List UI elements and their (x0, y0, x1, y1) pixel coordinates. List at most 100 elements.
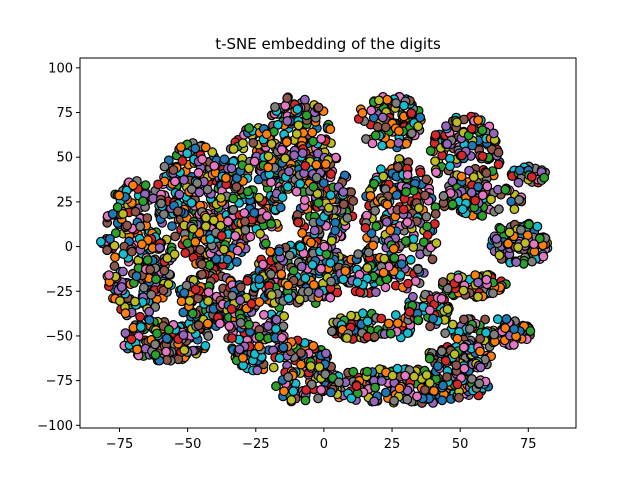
scatter-point-1558 (338, 186, 349, 197)
scatter-point-1008 (277, 332, 287, 343)
scatter-point-3046 (400, 370, 411, 381)
scatter-point-1750 (325, 292, 336, 303)
scatter-point-2435 (473, 115, 484, 126)
scatter-point-845 (187, 308, 198, 319)
scatter-point-1797 (313, 393, 324, 404)
scatter-point-2388 (456, 171, 467, 182)
scatter-point-843 (179, 288, 190, 298)
scatter-point-719 (150, 349, 161, 360)
scatter-point-2046 (357, 108, 368, 118)
scatter-point-1860 (278, 342, 289, 353)
scatter-point-1211 (249, 156, 260, 167)
scatter-point-2406 (493, 147, 504, 158)
scatter-point-1210 (220, 173, 231, 183)
scatter-point-1535 (293, 217, 304, 228)
scatter-point-722 (152, 328, 162, 339)
scatter-point-2519 (470, 195, 481, 206)
scatter-point-2438 (430, 130, 441, 140)
scatter-point-1002 (234, 344, 245, 355)
scatter-point-1862 (279, 386, 289, 397)
scatter-point-1707 (288, 265, 299, 276)
scatter-point-1373 (282, 116, 293, 126)
scatter-point-2367 (425, 145, 436, 156)
scatter-point-1212 (266, 177, 277, 188)
scatter-point-716 (179, 345, 190, 356)
scatter-point-3016 (376, 376, 387, 386)
scatter-points (95, 91, 553, 408)
scatter-point-2626 (495, 223, 506, 234)
scatter-point-3186 (428, 313, 439, 324)
scatter-point-3099 (424, 353, 435, 364)
scatter-point-231 (130, 296, 140, 307)
scatter-point-3265 (353, 249, 364, 260)
scatter-point-1402 (292, 104, 303, 115)
scatter-point-1859 (314, 362, 325, 373)
scatter-point-1385 (289, 150, 300, 161)
scatter-point-240 (102, 245, 112, 256)
scatter-point-978 (244, 319, 254, 330)
scatter-point-2243 (420, 190, 430, 201)
y-tick-label-6: 50 (56, 151, 73, 166)
scatter-point-555 (222, 254, 233, 265)
scatter-point-1405 (284, 166, 294, 177)
scatter-point-3124 (449, 349, 460, 360)
scatter-point-239 (138, 196, 148, 207)
scatter-point-3038 (412, 391, 423, 402)
scatter-point-3129 (475, 362, 486, 373)
scatter-point-3036 (452, 379, 463, 390)
scatter-point-225 (112, 202, 123, 213)
scatter-point-829 (178, 307, 189, 318)
scatter-point-1744 (319, 241, 330, 252)
scatter-point-1735 (309, 280, 319, 290)
scatter-point-3251 (371, 287, 381, 298)
scatter-point-3252 (338, 274, 349, 285)
scatter-point-3177 (408, 291, 418, 302)
scatter-point-433 (207, 147, 218, 158)
scatter-point-815 (193, 320, 204, 331)
scatter-point-579 (190, 236, 201, 247)
scatter-point-703 (161, 346, 172, 357)
scatter-point-2253 (398, 204, 409, 215)
scatter-point-968 (242, 275, 253, 286)
scatter-point-1191 (228, 193, 239, 204)
scatter-point-823 (202, 318, 213, 329)
scatter-point-2056 (393, 137, 404, 148)
scatter-point-449 (200, 142, 211, 153)
scatter-point-501 (180, 248, 191, 258)
scatter-point-1729 (316, 263, 326, 274)
scatter-point-251 (120, 308, 131, 319)
scatter-point-999 (254, 297, 265, 307)
scatter-point-844 (214, 318, 225, 329)
scatter-point-847 (190, 284, 201, 295)
scatter-point-2508 (500, 184, 511, 195)
scatter-point-2544 (514, 165, 525, 176)
scatter-point-3113 (451, 360, 462, 371)
scatter-point-1942 (376, 313, 387, 324)
scatter-point-3268 (340, 266, 351, 276)
scatter-point-1536 (309, 225, 320, 236)
scatter-point-443 (173, 206, 183, 217)
scatter-point-446 (193, 167, 204, 178)
scatter-point-1375 (281, 137, 292, 147)
scatter-point-3245 (362, 263, 373, 273)
scatter-point-726 (178, 330, 189, 341)
scatter-point-1869 (300, 395, 311, 406)
scatter-point-728 (126, 334, 137, 345)
scatter-point-445 (182, 148, 193, 159)
scatter-point-2250 (401, 236, 411, 246)
scatter-point-1203 (244, 123, 255, 133)
scatter-point-2281 (385, 225, 396, 236)
scatter-point-578 (205, 234, 216, 244)
scatter-point-3040 (381, 387, 391, 398)
x-tick-label-3: 0 (320, 437, 328, 452)
scatter-point-2277 (365, 190, 376, 201)
scatter-point-1865 (296, 348, 306, 358)
scatter-point-3044 (369, 396, 380, 407)
scatter-point-3263 (363, 247, 374, 258)
scatter-point-1864 (268, 362, 279, 373)
scatter-point-3009 (370, 382, 381, 393)
scatter-point-2813 (452, 333, 463, 344)
scatter-point-3189 (404, 307, 415, 317)
scatter-point-3043 (389, 395, 400, 406)
